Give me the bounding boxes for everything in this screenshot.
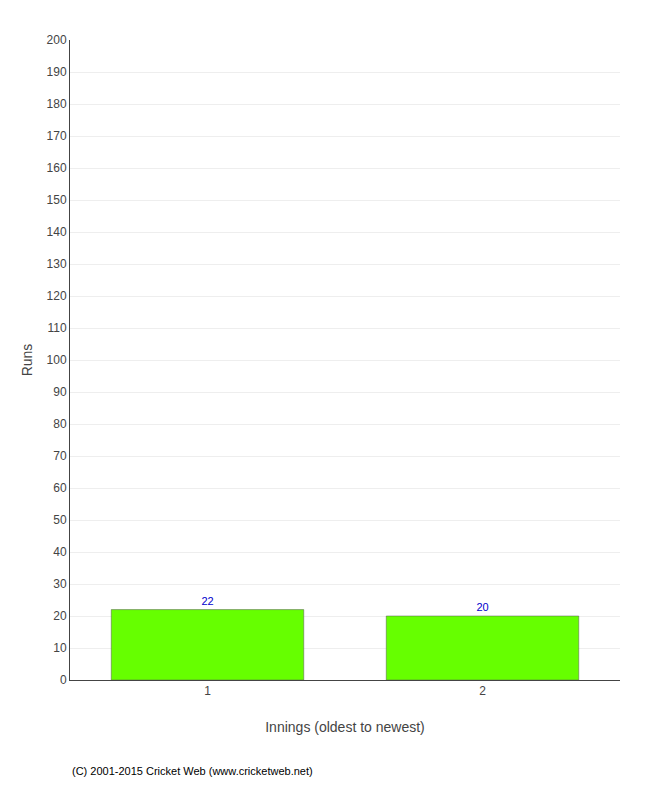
svg-text:150: 150: [47, 193, 67, 207]
svg-text:80: 80: [53, 417, 67, 431]
svg-text:110: 110: [47, 321, 66, 335]
svg-text:60: 60: [53, 481, 67, 495]
svg-text:100: 100: [47, 353, 67, 367]
svg-text:170: 170: [47, 129, 67, 143]
svg-text:140: 140: [47, 225, 67, 239]
svg-text:120: 120: [47, 289, 67, 303]
svg-text:40: 40: [53, 545, 67, 559]
svg-text:1: 1: [204, 684, 211, 698]
svg-text:190: 190: [47, 65, 67, 79]
svg-text:90: 90: [53, 385, 67, 399]
svg-text:(C) 2001-2015 Cricket Web (www: (C) 2001-2015 Cricket Web (www.cricketwe…: [72, 765, 313, 777]
svg-text:10: 10: [53, 641, 67, 655]
svg-text:130: 130: [47, 257, 67, 271]
svg-text:160: 160: [47, 161, 67, 175]
svg-text:20: 20: [53, 609, 67, 623]
svg-text:180: 180: [47, 97, 67, 111]
svg-text:Innings (oldest to newest): Innings (oldest to newest): [265, 719, 425, 735]
svg-text:200: 200: [47, 33, 67, 47]
svg-text:2: 2: [479, 684, 486, 698]
svg-text:22: 22: [201, 595, 213, 607]
svg-text:30: 30: [53, 577, 67, 591]
svg-text:70: 70: [53, 449, 67, 463]
svg-text:50: 50: [53, 513, 67, 527]
svg-text:Runs: Runs: [19, 344, 35, 377]
svg-text:0: 0: [60, 673, 67, 687]
svg-text:20: 20: [476, 601, 488, 613]
